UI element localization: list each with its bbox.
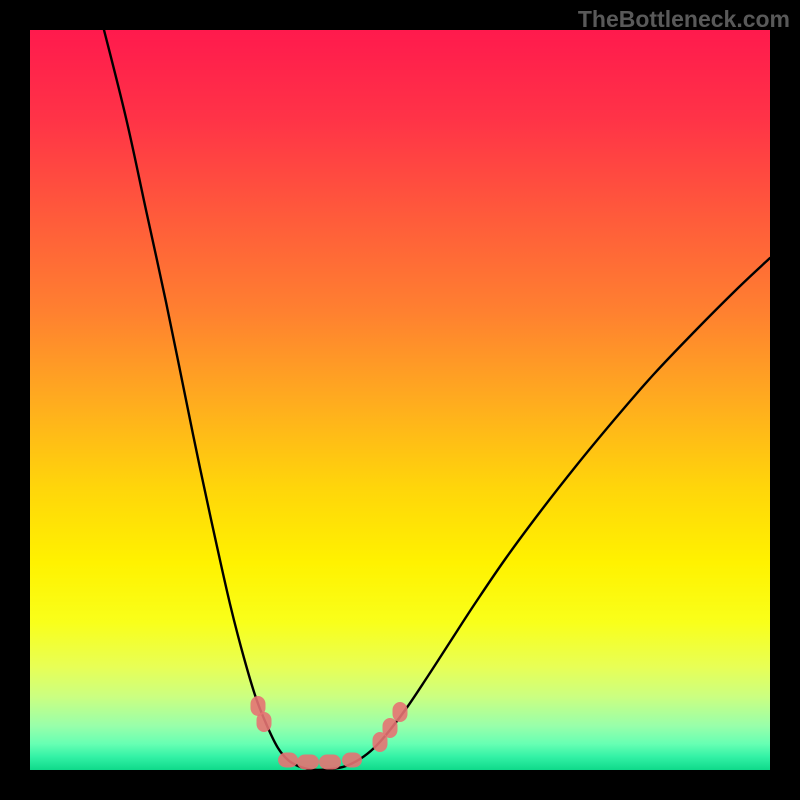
curve-marker bbox=[297, 755, 319, 770]
gradient-background bbox=[30, 30, 770, 770]
curve-marker bbox=[319, 755, 341, 770]
curve-marker bbox=[383, 718, 398, 738]
curve-marker bbox=[278, 753, 298, 768]
curve-marker bbox=[342, 753, 362, 768]
bottleneck-curve-svg bbox=[30, 30, 770, 770]
chart-frame: TheBottleneck.com bbox=[0, 0, 800, 800]
watermark-label: TheBottleneck.com bbox=[578, 6, 790, 33]
plot-area bbox=[30, 30, 770, 770]
curve-marker bbox=[393, 702, 408, 722]
curve-marker bbox=[257, 712, 272, 732]
